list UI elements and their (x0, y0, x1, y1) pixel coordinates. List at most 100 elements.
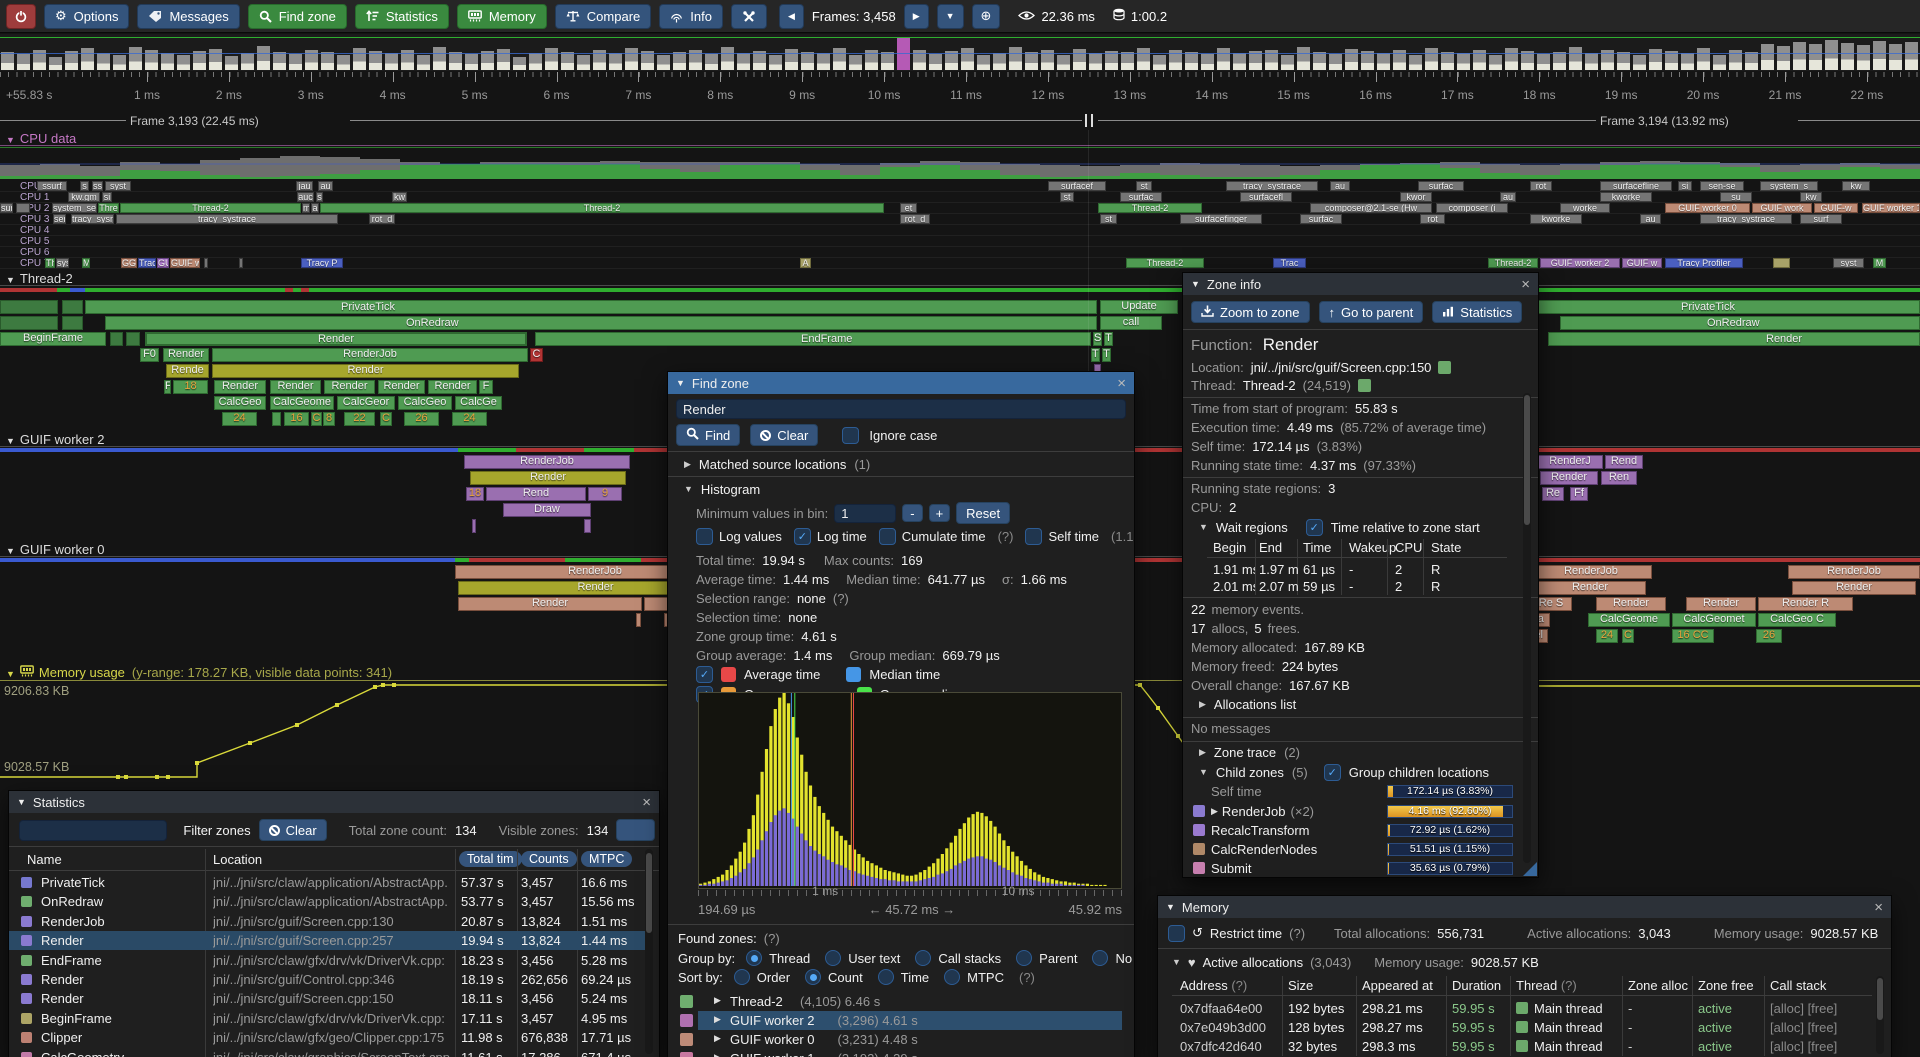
group-name[interactable]: Thread-2 (730, 994, 783, 1009)
thread-section-header[interactable]: ▼ Thread-2 (0, 271, 1920, 286)
frame-bar[interactable] (1137, 48, 1150, 70)
child-zones-label[interactable]: Child zones (1215, 764, 1284, 780)
radio-button[interactable] (825, 950, 842, 966)
cpu-zone[interactable]: composer@2.1-se (Hw (1310, 203, 1432, 213)
stats-zone-name[interactable]: PrivateTick (41, 875, 105, 890)
collapse-triangle-icon[interactable]: ▼ (1166, 902, 1175, 912)
group-name[interactable]: GUIF worker 0 (730, 1032, 815, 1047)
cpu-zone[interactable]: syst (1833, 258, 1864, 268)
frame-bar[interactable] (1553, 52, 1566, 70)
power-button[interactable] (6, 3, 36, 29)
frame-bar[interactable] (33, 50, 46, 70)
timeline-zone[interactable]: Render (1792, 581, 1916, 595)
frame-bar[interactable] (209, 49, 222, 70)
timeline-zone[interactable]: C (1622, 629, 1634, 643)
frame-bar[interactable] (737, 53, 750, 70)
timeline-zone[interactable] (472, 519, 476, 533)
frame-bar[interactable] (401, 50, 414, 70)
cpu-zone[interactable]: surfac (1418, 181, 1464, 191)
goto-frame-button[interactable]: ⊕ (971, 3, 1001, 29)
stats-zone-name[interactable]: OnRedraw (41, 894, 104, 910)
wait-column-header[interactable]: CPU (1395, 539, 1423, 555)
cpu-zone[interactable]: A (800, 258, 811, 268)
stats-table-row[interactable]: Render jni/../jni/src/guif/Screen.cpp:257… (9, 931, 645, 951)
frame-bar[interactable] (257, 46, 270, 70)
zone-info-scrollbar[interactable] (1523, 393, 1531, 863)
frame-bar[interactable] (1425, 48, 1438, 70)
cpu-zone[interactable]: st (1136, 181, 1152, 191)
timeline-zone[interactable]: 22 (344, 412, 375, 426)
statistics-titlebar[interactable]: ▼ Statistics × (9, 791, 659, 813)
col-total-time[interactable]: Total tim (459, 851, 522, 867)
frame-bar[interactable] (1361, 51, 1374, 70)
cpu-zone[interactable]: rot_d (369, 214, 395, 224)
radio-label[interactable]: Thread (769, 950, 811, 966)
timeline-zone[interactable]: CalcGeor (337, 396, 395, 410)
radio-label[interactable]: Order (756, 969, 791, 985)
min-bin-reset-button[interactable]: Reset (956, 502, 1011, 524)
cpu-zone[interactable]: tracy_systrace (1226, 181, 1318, 191)
frame-bar[interactable] (913, 50, 926, 70)
frame-bar[interactable] (1521, 51, 1534, 70)
timeline-zone[interactable]: Render R (1758, 597, 1853, 611)
cpu-zone[interactable]: jau (296, 181, 313, 191)
find-zone-button[interactable]: Find zone (247, 3, 347, 29)
timeline-zone[interactable]: Render (214, 380, 266, 394)
frame-bar[interactable] (81, 48, 94, 70)
timeline-zone[interactable]: 16 (284, 412, 309, 426)
timeline-zone[interactable]: Render (270, 380, 321, 394)
stats-zone-name[interactable]: RenderJob (41, 913, 105, 929)
frame-bar[interactable] (1473, 50, 1486, 70)
cpu-zone[interactable]: Thread-2 (1488, 258, 1538, 268)
frame-bar[interactable] (1441, 52, 1454, 70)
frame-bar[interactable] (1889, 44, 1902, 70)
collapse-triangle-icon[interactable]: ▼ (17, 797, 26, 807)
frame-bar[interactable] (353, 48, 366, 70)
collapse-triangle-icon[interactable]: ▼ (684, 484, 693, 494)
time-relative-checkbox[interactable] (1305, 518, 1323, 536)
cpu-zone[interactable]: tracy_systrace (116, 214, 338, 224)
frame-bar[interactable] (1089, 53, 1102, 70)
cpu-zone[interactable]: au (1500, 192, 1516, 202)
frame-bar[interactable] (177, 55, 190, 70)
frame-bar[interactable] (593, 50, 606, 70)
cpu-zone[interactable]: su (1720, 192, 1752, 202)
cpu-zone[interactable]: Thread-2 (120, 203, 301, 213)
timeline-zone[interactable] (62, 316, 83, 330)
frame-bar[interactable] (1505, 48, 1518, 70)
cpu-zone[interactable]: st (1100, 214, 1117, 224)
frame-bar[interactable] (993, 53, 1006, 70)
frame-bar[interactable] (817, 53, 830, 70)
radio-button[interactable] (805, 969, 822, 985)
collapse-triangle-icon[interactable]: ▼ (6, 135, 15, 145)
collapse-triangle-icon[interactable]: ▼ (1199, 522, 1208, 532)
cpu-zone[interactable]: rot_d (900, 214, 930, 224)
next-frame-button[interactable]: ▶ (903, 3, 929, 29)
collapse-triangle-icon[interactable]: ▼ (1172, 957, 1181, 967)
frame-bar[interactable] (1377, 53, 1390, 70)
radio-button[interactable] (877, 969, 894, 985)
cpu-zone[interactable]: tracy_sysn (71, 214, 114, 224)
cpu-zone[interactable]: M (82, 258, 90, 268)
frame-bar[interactable] (161, 53, 174, 70)
timeline-zone[interactable]: Render (1540, 471, 1598, 485)
col-mtpc[interactable]: MTPC (581, 851, 633, 867)
zoom-to-zone-button[interactable]: Zoom to zone (1191, 301, 1310, 323)
frame-bar[interactable] (1745, 52, 1758, 70)
memory-cell-call-stack[interactable]: [alloc] [free] (1770, 1038, 1838, 1054)
cpu-zone[interactable]: worke (1560, 203, 1610, 213)
stats-table-row[interactable]: PrivateTick jni/../jni/src/claw/applicati… (9, 873, 645, 892)
stats-zone-name[interactable]: Clipper (41, 1030, 83, 1046)
radio-label[interactable]: Count (828, 969, 863, 985)
found-zone-group-row[interactable]: ▶ GUIF worker 2 (3,296) 4.61 s (668, 1011, 1134, 1030)
frame-bar[interactable] (945, 51, 958, 70)
expand-triangle-icon[interactable]: ▶ (714, 1052, 721, 1057)
collapse-triangle-icon[interactable]: ▼ (6, 546, 15, 556)
frames-overview-strip[interactable] (0, 34, 1920, 71)
frame-bar[interactable] (689, 50, 702, 70)
location-value[interactable]: jni/../jni/src/guif/Screen.cpp:150 (1250, 360, 1432, 375)
close-icon[interactable]: × (1874, 898, 1883, 916)
timeline-zone[interactable]: Render (428, 380, 477, 394)
frame-bar[interactable] (1665, 51, 1678, 70)
col-name[interactable]: Name (27, 851, 62, 867)
